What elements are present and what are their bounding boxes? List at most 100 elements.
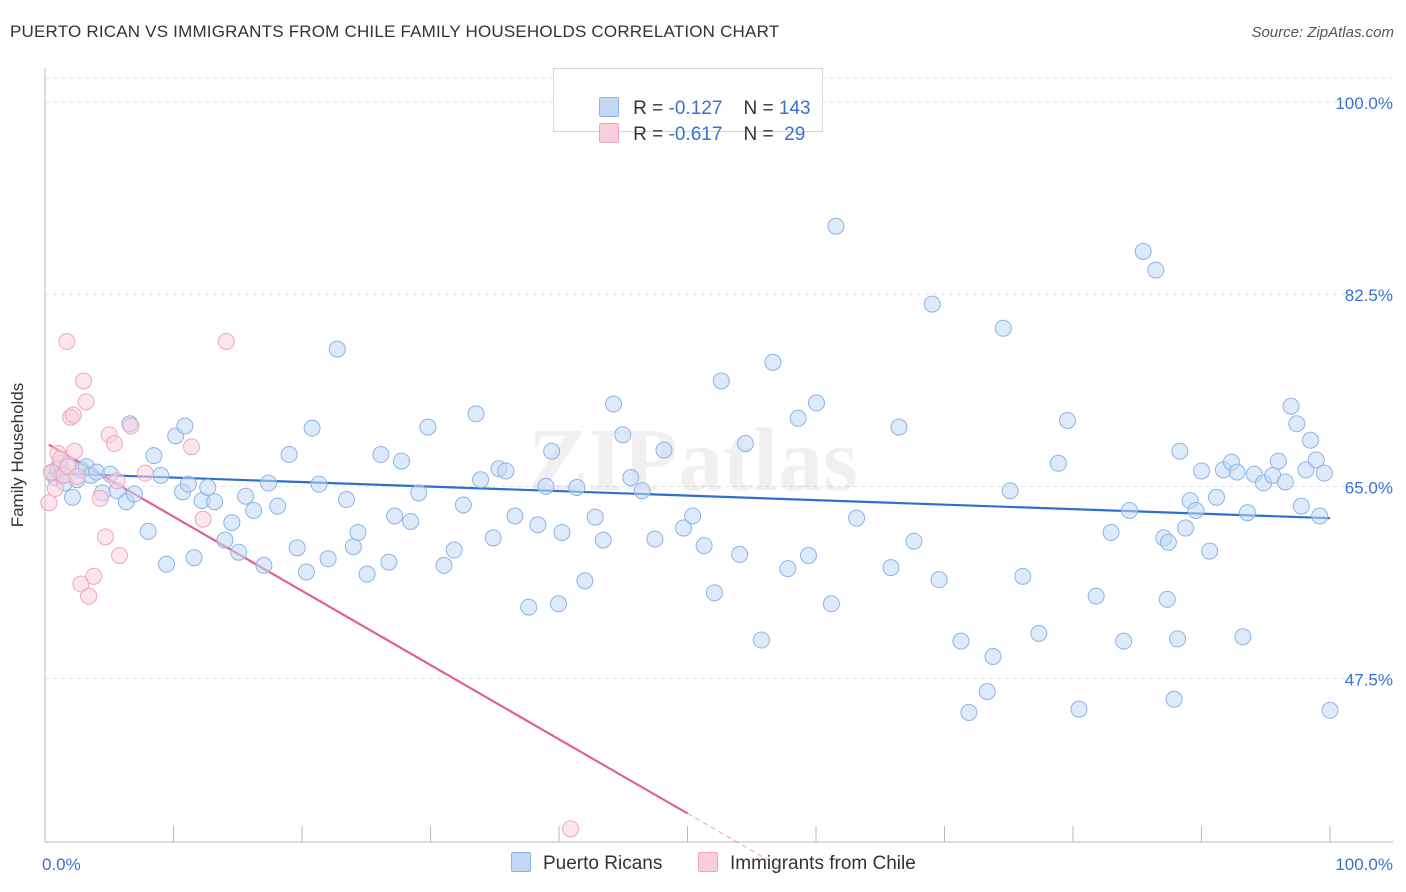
point-puerto-rican (994, 319, 1012, 337)
point-puerto-rican (1302, 431, 1320, 449)
point-puerto-rican (392, 452, 410, 470)
point-puerto-rican (328, 340, 346, 358)
y-axis-label: Family Households (8, 382, 27, 528)
point-chile (108, 472, 126, 490)
point-chile (136, 464, 154, 482)
point-puerto-rican (1297, 461, 1315, 479)
legend-item-chile: Immigrants from Chile (698, 852, 916, 875)
point-puerto-rican (337, 491, 355, 509)
point-puerto-rican (520, 598, 538, 616)
point-puerto-rican (1070, 700, 1088, 718)
legend-swatch-chile (698, 852, 718, 872)
r-value-puerto-ricans: -0.127 (668, 98, 723, 119)
point-puerto-rican (594, 531, 612, 549)
point-puerto-rican (1159, 533, 1177, 551)
point-puerto-rican (1049, 454, 1067, 472)
x-tick-label-max: 100.0% (1335, 855, 1393, 874)
point-puerto-rican (529, 516, 547, 534)
point-puerto-rican (506, 507, 524, 525)
point-puerto-rican (655, 441, 673, 459)
point-puerto-rican (199, 478, 217, 496)
point-puerto-rican (260, 474, 278, 492)
point-puerto-rican (310, 475, 328, 493)
point-puerto-rican (731, 545, 749, 563)
point-chile (66, 442, 84, 460)
point-puerto-rican (1307, 451, 1325, 469)
point-chile (91, 489, 109, 507)
point-puerto-rican (923, 295, 941, 313)
watermark: ZIPatlas (528, 411, 858, 510)
y-tick-label: 65.0% (1345, 478, 1393, 497)
axes: ZIPatlas (44, 68, 1393, 843)
r-label: R = (633, 98, 664, 119)
point-chile (96, 528, 114, 546)
point-chile (68, 467, 86, 485)
point-chile (562, 820, 580, 838)
point-puerto-rican (1187, 501, 1205, 519)
point-puerto-rican (1288, 415, 1306, 433)
point-puerto-rican (1315, 464, 1333, 482)
point-puerto-rican (848, 509, 866, 527)
legend-swatch-chile (599, 123, 620, 143)
point-puerto-rican (344, 538, 362, 556)
point-puerto-rican (674, 519, 692, 537)
point-puerto-rican (952, 632, 970, 650)
point-puerto-rican (223, 514, 241, 532)
point-puerto-rican (1058, 411, 1076, 429)
point-puerto-rican (445, 541, 463, 559)
r-label: R = (633, 124, 664, 145)
legend-swatch-puerto-ricans (511, 852, 531, 872)
point-puerto-rican (799, 547, 817, 564)
point-puerto-rican (435, 556, 453, 574)
point-puerto-rican (543, 442, 561, 460)
point-puerto-rican (646, 530, 664, 548)
point-puerto-rican (467, 405, 485, 423)
tick-labels: 47.5% 65.0% 82.5% 100.0% 0.0% 100.0% (42, 94, 1393, 874)
point-puerto-rican (303, 419, 321, 437)
point-puerto-rican (245, 501, 263, 519)
point-puerto-rican (1193, 462, 1211, 480)
point-chile (217, 332, 235, 350)
point-puerto-rican (605, 395, 623, 413)
point-puerto-rican (386, 507, 404, 525)
point-puerto-rican (380, 553, 398, 571)
point-puerto-rican (472, 471, 490, 489)
point-puerto-rican (185, 549, 203, 567)
point-chile (77, 393, 95, 411)
y-tick-label: 82.5% (1345, 286, 1393, 305)
point-puerto-rican (1311, 507, 1329, 525)
legend-label-puerto-ricans: Puerto Ricans (543, 853, 663, 874)
point-puerto-rican (1014, 567, 1032, 585)
point-puerto-rican (1165, 690, 1183, 708)
point-puerto-rican (269, 497, 287, 515)
point-puerto-rican (1276, 473, 1294, 491)
source-credit: Source: ZipAtlas.com (1251, 24, 1394, 41)
point-chile (194, 510, 212, 528)
point-chile (46, 480, 64, 498)
point-puerto-rican (419, 418, 437, 436)
data-points (40, 217, 1339, 838)
point-puerto-rican (827, 217, 845, 235)
point-puerto-rican (372, 446, 390, 464)
point-puerto-rican (280, 446, 298, 464)
point-puerto-rican (206, 493, 224, 511)
point-puerto-rican (216, 531, 234, 549)
point-puerto-rican (633, 482, 651, 500)
point-puerto-rican (1177, 519, 1195, 537)
point-puerto-rican (978, 683, 996, 701)
point-chile (122, 417, 140, 435)
point-puerto-rican (64, 488, 82, 506)
legend-swatch-puerto-ricans (599, 97, 620, 117)
point-puerto-rican (1158, 590, 1176, 608)
point-puerto-rican (764, 353, 782, 371)
r-value-chile: -0.617 (668, 124, 723, 145)
y-tick-label: 100.0% (1335, 94, 1393, 113)
point-puerto-rican (410, 484, 428, 502)
point-puerto-rican (890, 418, 908, 436)
point-puerto-rican (930, 571, 948, 589)
point-puerto-rican (1087, 587, 1105, 605)
point-puerto-rican (402, 512, 420, 530)
point-puerto-rican (1171, 442, 1189, 460)
point-puerto-rican (789, 409, 807, 427)
